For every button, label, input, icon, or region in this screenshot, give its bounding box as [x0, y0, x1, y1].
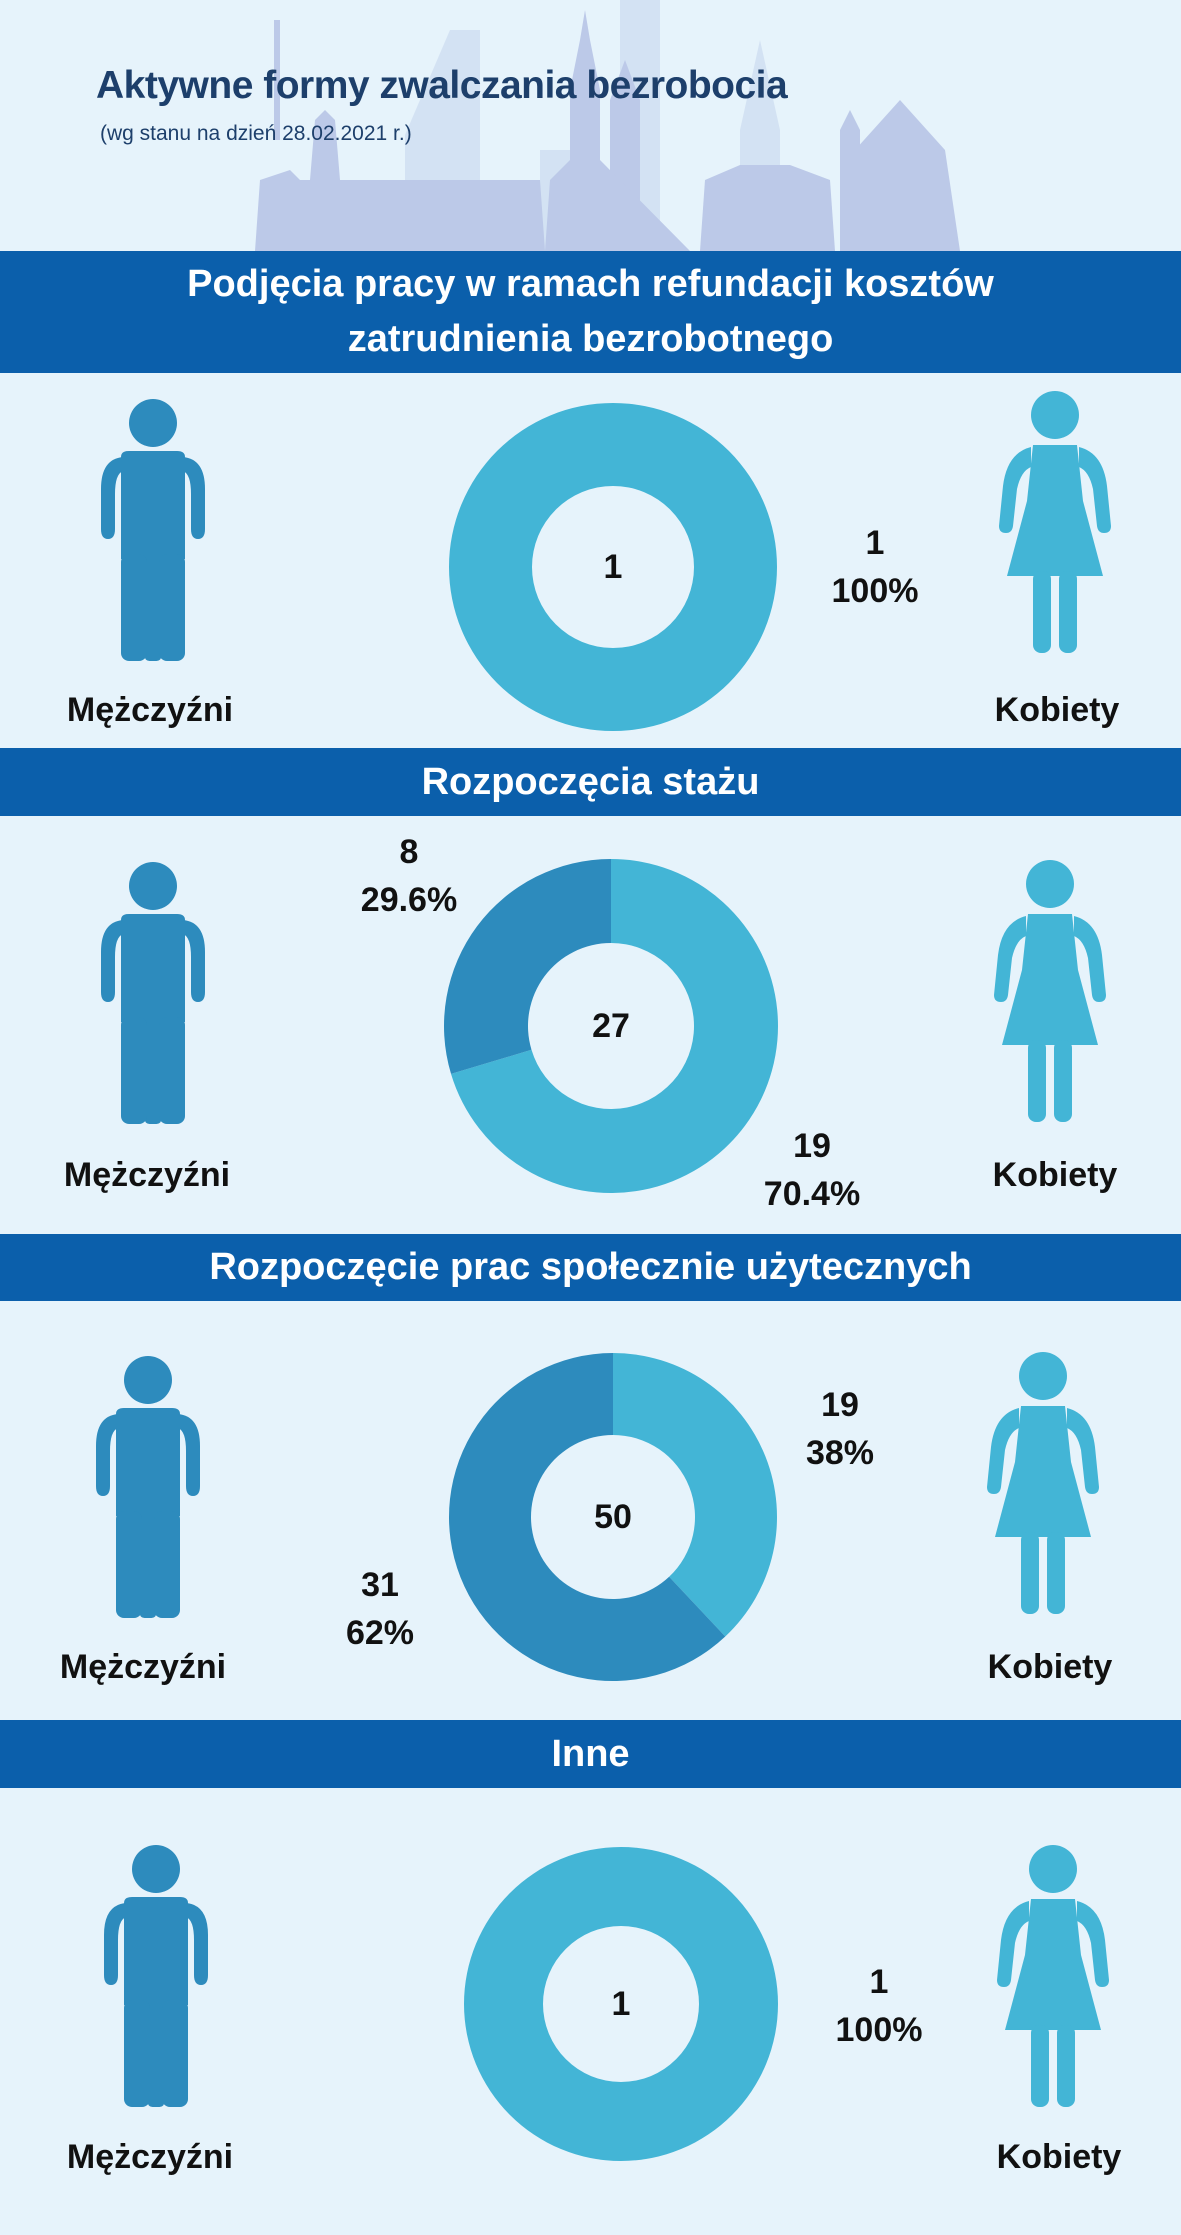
count: 19 [793, 1127, 831, 1165]
women-label-1: Kobiety [994, 691, 1120, 729]
data-label-2-women: 19 70.4% [764, 1122, 860, 1218]
woman-icon [999, 391, 1111, 653]
data-label-2-men: 8 29.6% [361, 828, 457, 924]
donut-slice-women [449, 403, 777, 731]
donut-slice-men [444, 859, 611, 1074]
percent: 38% [805, 1434, 875, 1472]
woman-icon [994, 860, 1106, 1122]
percent: 62% [345, 1614, 415, 1652]
donut-4-total: 1 [611, 1985, 631, 2023]
donut-chart-3 [448, 1353, 777, 1681]
percent: 29.6% [360, 881, 458, 919]
woman-icon [997, 1845, 1109, 2107]
data-label-1-women: 1 100% [832, 519, 919, 615]
woman-icon [987, 1352, 1099, 1614]
man-icon [101, 399, 205, 661]
man-icon [96, 1356, 200, 1618]
page-title: Aktywne formy zwalczania bezrobocia [96, 64, 788, 107]
donut-chart-4 [464, 1847, 778, 2161]
section-2-title: Rozpoczęcia stażu [421, 760, 760, 803]
donut-slice-women [464, 1847, 778, 2161]
page-subtitle: (wg stanu na dzień 28.02.2021 r.) [100, 122, 412, 145]
donut-3-total: 50 [594, 1498, 632, 1536]
city-skyline-illustration [255, 0, 960, 251]
data-label-3-men: 31 62% [346, 1561, 414, 1657]
men-label-3: Mężczyźni [59, 1648, 227, 1686]
count: 19 [821, 1386, 859, 1424]
man-icon [101, 862, 205, 1124]
section-3-banner: Rozpoczęcie prac społecznie użytecznych [0, 1234, 1181, 1301]
women-label-3: Kobiety [987, 1648, 1113, 1686]
section-1-title: Podjęcia pracy w ramach refundacji koszt… [187, 263, 994, 360]
percent: 100% [835, 2011, 923, 2049]
count: 1 [869, 1963, 889, 2001]
section-2-banner: Rozpoczęcia stażu [0, 748, 1181, 816]
donut-chart-2 [444, 859, 778, 1193]
men-label-1: Mężczyźni [66, 691, 234, 729]
donut-slice-women [613, 1353, 777, 1637]
percent: 70.4% [763, 1175, 861, 1213]
section-4-title: Inne [551, 1732, 630, 1775]
data-label-3-women: 19 38% [806, 1381, 874, 1477]
section-3-title: Rozpoczęcie prac społecznie użytecznych [209, 1246, 972, 1288]
count: 31 [361, 1566, 399, 1604]
donut-1-total: 1 [603, 548, 623, 586]
donut-chart-1 [449, 403, 777, 731]
men-label-4: Mężczyźni [66, 2138, 234, 2176]
women-label-4: Kobiety [996, 2138, 1122, 2176]
percent: 100% [831, 572, 919, 610]
women-label-2: Kobiety [992, 1156, 1118, 1194]
man-icon [104, 1845, 208, 2107]
count: 1 [865, 524, 885, 562]
count: 8 [399, 833, 419, 871]
data-label-4-women: 1 100% [836, 1958, 923, 2054]
section-4-banner: Inne [0, 1720, 1181, 1788]
men-label-2: Mężczyźni [63, 1156, 231, 1194]
section-1-banner: Podjęcia pracy w ramach refundacji koszt… [0, 251, 1181, 373]
donut-2-total: 27 [592, 1007, 630, 1045]
donut-slice-men [448, 1353, 726, 1681]
donut-slice-women [451, 859, 778, 1193]
